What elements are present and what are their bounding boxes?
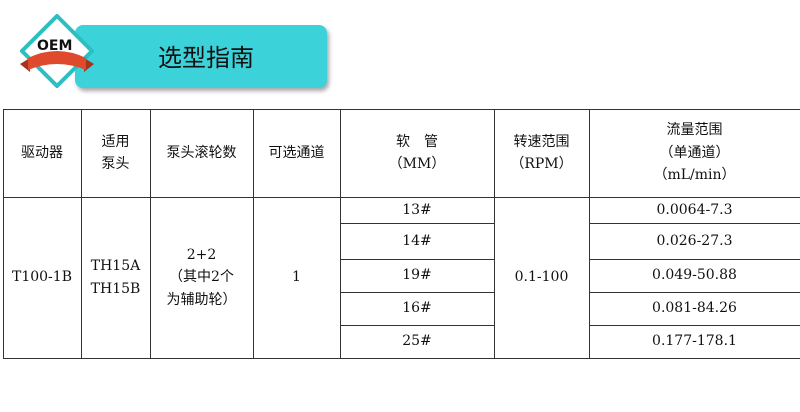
rollers-cell: 2+2 （其中2个 为辅助轮） bbox=[166, 246, 237, 308]
table-border bbox=[3, 109, 4, 359]
speed-cell: 0.1-100 bbox=[514, 269, 569, 286]
column-header: 软 管（MM） bbox=[388, 133, 446, 172]
table-border bbox=[3, 358, 800, 359]
tube-cell: 13# bbox=[402, 201, 432, 218]
table-border bbox=[253, 109, 254, 359]
table-border bbox=[340, 292, 494, 293]
column-header: 流量范围 （单通道） （mL/min） bbox=[653, 122, 736, 184]
tube-cell: 19# bbox=[402, 267, 432, 284]
table-border bbox=[340, 325, 494, 326]
driver-cell: T100-1B bbox=[12, 269, 72, 286]
column-header: 转速范围 （RPM） bbox=[510, 133, 573, 172]
table-border bbox=[340, 109, 341, 359]
table-border bbox=[589, 325, 800, 326]
channels-cell: 1 bbox=[292, 269, 301, 286]
table-border bbox=[81, 109, 82, 359]
pump-head-cell: TH15A TH15B bbox=[90, 258, 141, 297]
table-border bbox=[3, 197, 800, 198]
page-title: 选型指南 bbox=[158, 44, 254, 72]
column-header: 泵头滚轮数 bbox=[166, 144, 237, 161]
tube-cell: 16# bbox=[402, 300, 432, 317]
tube-cell: 14# bbox=[402, 232, 432, 249]
table-border bbox=[340, 223, 494, 224]
tube-cell: 25# bbox=[402, 333, 432, 350]
flow-cell: 0.177-178.1 bbox=[652, 333, 737, 350]
column-header: 驱动器 bbox=[21, 144, 63, 161]
table-border bbox=[589, 292, 800, 293]
column-header: 适用 泵头 bbox=[101, 133, 130, 172]
table-border bbox=[589, 259, 800, 260]
flow-cell: 0.026-27.3 bbox=[656, 232, 733, 249]
table-border bbox=[3, 109, 800, 110]
table-border bbox=[494, 109, 495, 359]
table-border bbox=[150, 109, 151, 359]
column-header: 可选通道 bbox=[268, 144, 325, 161]
flow-cell: 0.049-50.88 bbox=[652, 267, 737, 284]
table-border bbox=[589, 223, 800, 224]
oem-label: OEM bbox=[37, 38, 73, 54]
title-banner: 选型指南 bbox=[75, 25, 327, 88]
flow-cell: 0.0064-7.3 bbox=[656, 201, 733, 218]
flow-cell: 0.081-84.26 bbox=[652, 300, 737, 317]
oem-badge-icon bbox=[20, 14, 94, 88]
table-border bbox=[340, 259, 494, 260]
table-border bbox=[589, 109, 590, 359]
